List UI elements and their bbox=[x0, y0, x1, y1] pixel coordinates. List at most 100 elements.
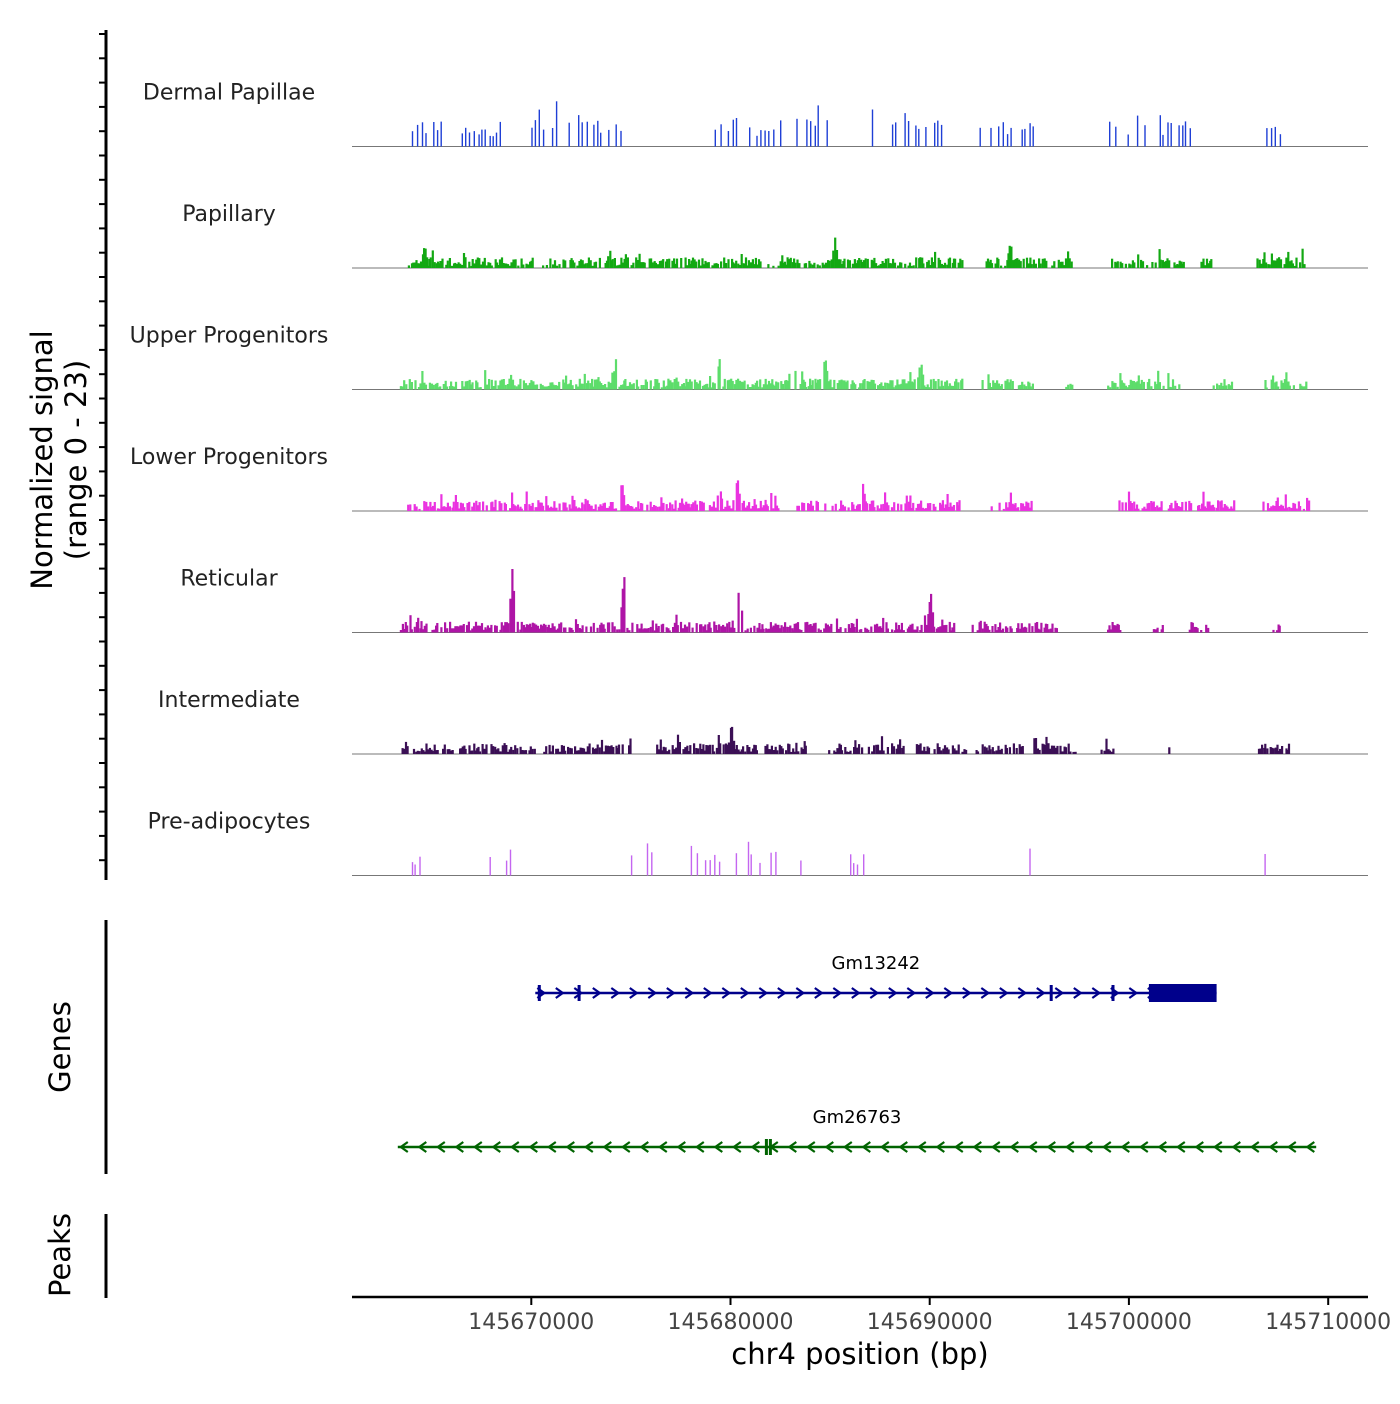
signal-bar bbox=[714, 129, 716, 147]
signal-bar bbox=[555, 101, 558, 147]
signal-bar bbox=[809, 624, 812, 633]
strand-arrow bbox=[684, 987, 695, 999]
signal-bar bbox=[775, 505, 779, 511]
signal-bar bbox=[800, 747, 803, 754]
signal-bar bbox=[465, 127, 467, 147]
signal-bar bbox=[527, 264, 530, 268]
signal-bar bbox=[880, 504, 883, 511]
signal-bar bbox=[408, 379, 411, 390]
signal-bar bbox=[701, 385, 705, 390]
signal-bar bbox=[1146, 265, 1149, 268]
signal-bar bbox=[1270, 506, 1273, 511]
signal-bar bbox=[997, 259, 1000, 268]
signal-bar bbox=[576, 750, 579, 754]
signal-bar bbox=[1038, 629, 1042, 633]
signal-bar bbox=[712, 382, 715, 390]
track-lower-progenitors: Lower Progenitors bbox=[130, 445, 1368, 512]
signal-bar bbox=[946, 264, 949, 268]
signal-bar bbox=[615, 745, 618, 754]
signal-bar bbox=[1222, 385, 1225, 390]
signal-bar bbox=[502, 379, 505, 390]
signal-bar bbox=[1049, 628, 1052, 633]
signal-bar bbox=[1053, 745, 1056, 754]
signal-bar bbox=[1158, 249, 1161, 268]
signal-bar bbox=[775, 381, 778, 390]
signal-bar bbox=[683, 505, 686, 511]
signal-bar bbox=[883, 262, 886, 268]
signal-bar bbox=[564, 260, 567, 268]
signal-bar bbox=[1011, 503, 1014, 511]
signal-bar bbox=[744, 507, 747, 511]
signal-bar bbox=[823, 628, 826, 633]
signal-bar bbox=[484, 627, 487, 633]
signal-bar bbox=[528, 504, 531, 511]
signal-bar bbox=[600, 383, 603, 390]
signal-bar bbox=[571, 629, 574, 633]
signal-bar bbox=[519, 506, 522, 511]
signal-bar bbox=[1178, 384, 1181, 390]
signal-bar bbox=[552, 384, 555, 390]
strand-arrow bbox=[805, 1141, 816, 1153]
signal-bar bbox=[480, 264, 483, 268]
signal-bar bbox=[555, 507, 558, 511]
signal-bar bbox=[728, 505, 731, 511]
signal-bar bbox=[987, 750, 990, 754]
signal-bar bbox=[1291, 263, 1294, 268]
signal-bar bbox=[450, 381, 453, 390]
signal-bar bbox=[643, 262, 646, 268]
signal-bar bbox=[574, 619, 578, 633]
signal-bar bbox=[621, 588, 624, 633]
signal-bar bbox=[478, 387, 481, 390]
signal-bar bbox=[399, 386, 402, 390]
signal-bar bbox=[828, 626, 831, 633]
signal-bar bbox=[448, 258, 451, 268]
signal-bar bbox=[983, 621, 986, 633]
signal-bar bbox=[578, 261, 581, 268]
signal-bar bbox=[1137, 508, 1140, 511]
signal-bar bbox=[720, 261, 723, 268]
signal-bar bbox=[583, 504, 586, 511]
signal-bar bbox=[483, 257, 486, 268]
signal-bar bbox=[737, 592, 740, 633]
signal-bar bbox=[1029, 123, 1031, 147]
signal-bar bbox=[1025, 386, 1028, 390]
strand-arrow bbox=[417, 1141, 427, 1153]
signal-bar bbox=[591, 378, 594, 390]
signal-bar bbox=[1005, 748, 1008, 754]
signal-bar bbox=[990, 387, 993, 390]
signal-bar bbox=[520, 508, 523, 511]
signal-bar bbox=[693, 379, 697, 390]
signal-bar bbox=[407, 265, 410, 268]
strand-arrow bbox=[639, 1141, 649, 1153]
signal-bar bbox=[559, 751, 562, 754]
signal-bar bbox=[459, 625, 462, 633]
signal-bar bbox=[735, 483, 738, 511]
x-tick-label: 145700000 bbox=[1066, 1310, 1192, 1335]
signal-bar bbox=[473, 131, 475, 147]
signal-bar bbox=[851, 502, 854, 511]
signal-bar bbox=[733, 384, 736, 390]
signal-bar bbox=[662, 623, 665, 633]
signal-bar bbox=[899, 739, 902, 754]
signal-bar bbox=[953, 748, 956, 754]
signal-bar bbox=[615, 124, 617, 147]
signal-bar bbox=[666, 259, 669, 268]
signal-bar bbox=[989, 749, 992, 754]
signal-bar bbox=[576, 386, 579, 390]
signal-bar bbox=[463, 507, 466, 511]
strand-arrow bbox=[750, 1141, 760, 1153]
signal-bar bbox=[1022, 627, 1025, 633]
signal-bar bbox=[1043, 258, 1046, 268]
signal-bar bbox=[699, 501, 702, 511]
signal-bar bbox=[588, 504, 591, 511]
signal-bar bbox=[1120, 380, 1123, 390]
signal-bar bbox=[608, 129, 610, 147]
signal-bar bbox=[546, 386, 549, 390]
signal-bar bbox=[439, 386, 442, 390]
signal-bar bbox=[1284, 494, 1287, 511]
signal-bar bbox=[1064, 258, 1068, 268]
signal-bar bbox=[558, 623, 561, 633]
signal-bar bbox=[688, 379, 692, 390]
signal-bar bbox=[611, 259, 614, 268]
signal-bar bbox=[1004, 265, 1007, 268]
